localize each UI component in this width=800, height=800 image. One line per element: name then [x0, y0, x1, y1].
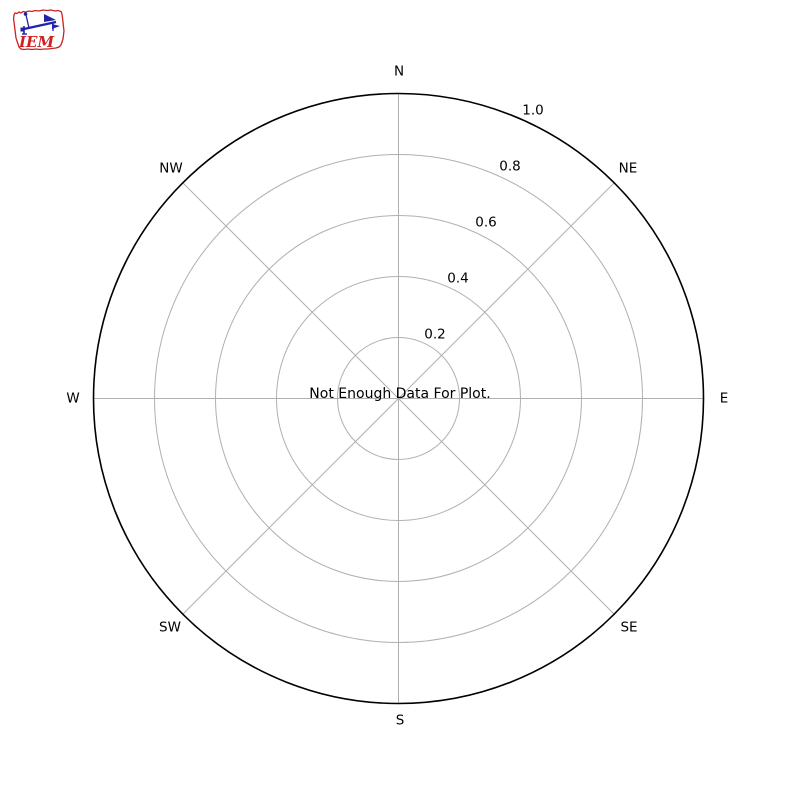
radial-tick-label-0.2: 0.2 [424, 326, 446, 343]
radial-tick-label-0.4: 0.4 [447, 270, 469, 287]
radial-tick-label-0.8: 0.8 [499, 158, 521, 175]
no-data-message: Not Enough Data For Plot. [309, 386, 491, 402]
direction-label-SE: SE [620, 619, 638, 636]
iem-wordmark: IEM [18, 33, 54, 51]
direction-label-S: S [395, 712, 405, 729]
iowa-outline-icon [12, 9, 65, 51]
spoke-NE-SW [182, 182, 615, 615]
iem-logo[interactable]: IEM [10, 4, 68, 56]
outer-ring [92, 92, 705, 705]
direction-label-NW: NW [159, 160, 183, 177]
iem-logo-graphic: IEM [12, 9, 65, 51]
direction-label-NE: NE [618, 160, 638, 177]
grid-spokes [93, 93, 704, 704]
direction-label-SW: SW [159, 619, 181, 636]
radial-tick-label-1.0: 1.0 [522, 102, 544, 119]
weather-vane-icon [20, 12, 60, 35]
direction-label-E: E [719, 390, 729, 407]
direction-label-N: N [393, 63, 405, 80]
direction-label-W: W [66, 390, 80, 407]
radial-tick-label-0.6: 0.6 [475, 214, 497, 231]
